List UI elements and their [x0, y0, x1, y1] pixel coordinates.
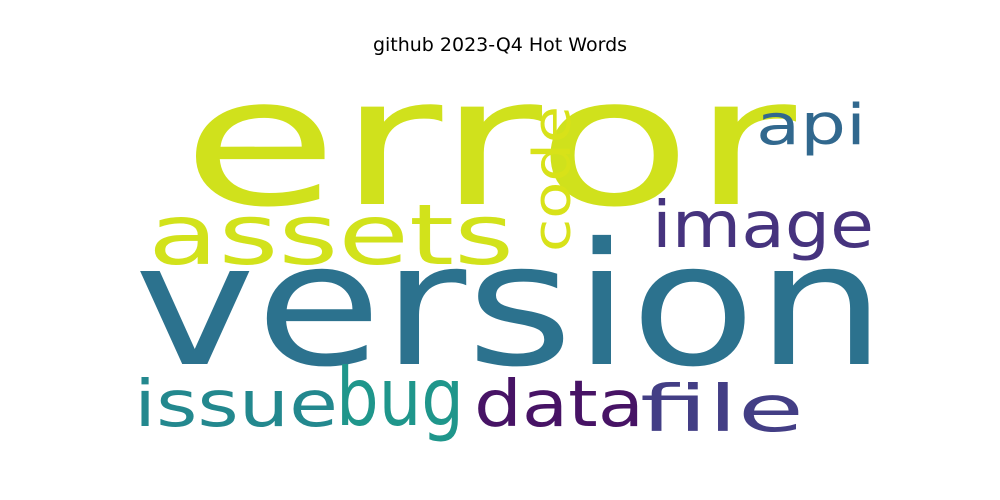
- word-version: version: [134, 207, 886, 405]
- word-error: error: [182, 39, 797, 246]
- word-assets: assets: [148, 186, 514, 284]
- word-bug: bug: [336, 351, 464, 444]
- word-issue: issue: [134, 368, 338, 442]
- word-api: api: [756, 93, 866, 158]
- word-file: file: [640, 373, 804, 447]
- word-code: code: [523, 106, 583, 252]
- word-data: data: [474, 368, 644, 442]
- word-image: image: [652, 189, 874, 263]
- page-title: github 2023-Q4 Hot Words: [372, 34, 628, 56]
